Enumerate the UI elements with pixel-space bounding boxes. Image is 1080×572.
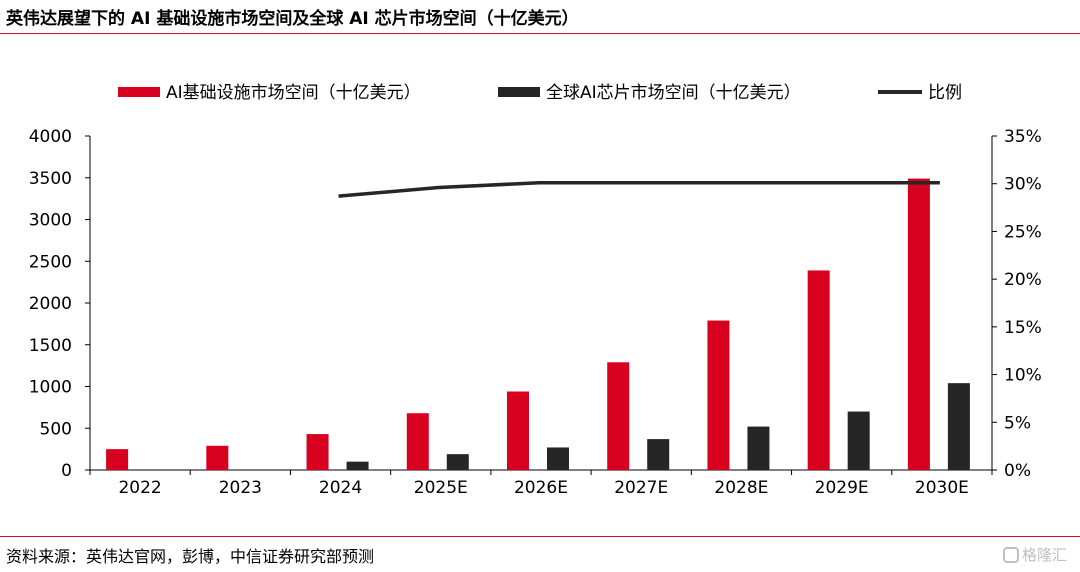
- x-tick-label: 2028E: [714, 478, 768, 498]
- bottom-divider: [0, 536, 1080, 537]
- left-axis-tick-label: 4000: [29, 127, 72, 147]
- x-tick-label: 2023: [219, 478, 262, 498]
- bar-ai-infrastructure: [707, 320, 730, 470]
- x-tick-label: 2025E: [414, 478, 468, 498]
- left-axis-tick-label: 0: [61, 461, 72, 481]
- bar-global-ai-chip: [647, 439, 670, 470]
- x-tick-label: 2022: [118, 478, 161, 498]
- ratio-line: [338, 181, 940, 198]
- combo-chart: AI基础设施市场空间（十亿美元） 全球AI芯片市场空间（十亿美元） 比例 0 500 1…: [29, 83, 1042, 498]
- bar-ai-infrastructure: [406, 413, 429, 470]
- legend: AI基础设施市场空间（十亿美元） 全球AI芯片市场空间（十亿美元） 比例: [118, 83, 962, 103]
- source-note: 资料来源：英伟达官网，彭博，中信证券研究部预测: [6, 547, 375, 566]
- left-axis-tick-label: 500: [40, 419, 72, 439]
- ratio-line-group: [338, 181, 940, 198]
- right-axis-tick-label: 20%: [1004, 270, 1042, 290]
- page-title: 英伟达展望下的 AI 基础设施市场空间及全球 AI 芯片市场空间（十亿美元）: [6, 9, 579, 29]
- x-tick-label: 2027E: [614, 478, 668, 498]
- x-tick-label: 2026E: [514, 478, 568, 498]
- left-axis-tick-label: 2500: [29, 252, 72, 272]
- legend-label-ratio: 比例: [928, 83, 962, 103]
- watermark: 格隆汇: [1003, 544, 1067, 565]
- bar-global-ai-chip: [847, 411, 870, 470]
- right-axis-tick-label: 25%: [1004, 222, 1042, 242]
- bar-global-ai-chip: [547, 447, 569, 470]
- bars: [106, 178, 970, 470]
- right-axis-tick-label: 35%: [1004, 127, 1042, 147]
- left-axis-tick-label: 2000: [29, 294, 72, 314]
- legend-swatch-global-ai-chip: [498, 87, 540, 97]
- legend-label-global-ai-chip: 全球AI芯片市场空间（十亿美元）: [546, 83, 801, 103]
- legend-label-ai-infrastructure: AI基础设施市场空间（十亿美元）: [166, 83, 421, 103]
- bar-ai-infrastructure: [106, 449, 129, 470]
- bar-ai-infrastructure: [807, 270, 830, 470]
- right-axis-tick-label: 10%: [1004, 366, 1042, 386]
- right-axis-tick-label: 30%: [1004, 175, 1042, 195]
- left-axis-tick-label: 3000: [29, 211, 72, 231]
- bar-ai-infrastructure: [206, 445, 229, 470]
- x-tick-label: 2030E: [915, 478, 969, 498]
- watermark-logo-icon: [1003, 547, 1019, 563]
- left-axis-tick-label: 1500: [29, 336, 72, 356]
- bar-ai-infrastructure: [607, 362, 630, 470]
- axes: 0 500 1000 1500 2000 2500 3000 3500 4000 0% 5% 10% 1…: [29, 127, 1042, 481]
- bar-ai-infrastructure: [907, 178, 930, 470]
- x-tick-labels: 2022 2023 2024 2025E 2026E 2027E 2028E 2029E 203…: [118, 478, 968, 498]
- bar-global-ai-chip: [446, 454, 469, 470]
- right-axis-tick-label: 0%: [1004, 461, 1031, 481]
- watermark-text: 格隆汇: [1022, 546, 1068, 564]
- bar-global-ai-chip: [747, 426, 770, 470]
- bar-ai-infrastructure: [306, 434, 329, 470]
- top-divider: [0, 33, 1080, 34]
- x-tick-label: 2029E: [815, 478, 869, 498]
- bar-global-ai-chip: [947, 383, 970, 470]
- legend-swatch-ai-infrastructure: [118, 87, 160, 97]
- right-axis-tick-label: 15%: [1004, 318, 1042, 338]
- left-axis-tick-label: 1000: [29, 378, 72, 398]
- bar-ai-infrastructure: [507, 391, 529, 470]
- x-tick-label: 2024: [319, 478, 362, 498]
- left-axis-tick-label: 3500: [29, 169, 72, 189]
- right-axis-tick-label: 5%: [1004, 413, 1031, 433]
- bar-global-ai-chip: [346, 461, 369, 470]
